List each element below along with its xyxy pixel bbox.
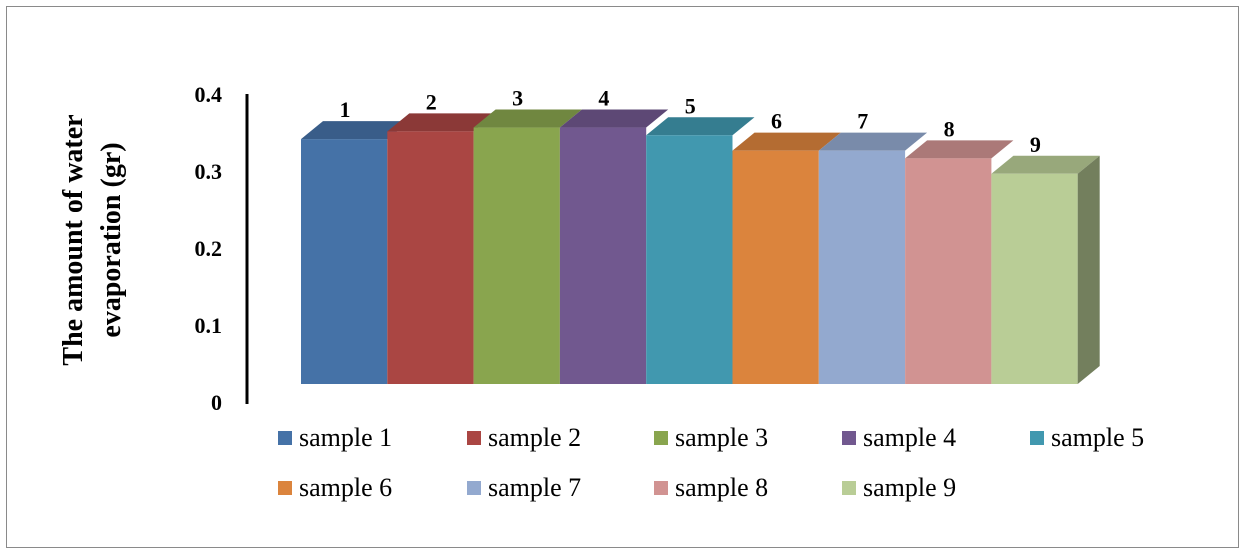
bar-top-face [387,113,496,132]
bar-4 [559,109,669,385]
legend-swatch [654,481,668,495]
bar-front-face [732,150,819,384]
bar-9 [991,155,1100,384]
y-axis-label: The amount of water evaporation (gr) [58,114,127,365]
legend-item: sample 7 [467,473,581,502]
legend-label: sample 6 [299,473,392,502]
data-labels: 1 2 3 4 5 6 7 8 9 [340,86,1041,157]
legend-label: sample 5 [1051,423,1144,452]
bar-front-face [301,139,388,384]
bar-front-face [473,127,560,385]
bar-front-face [818,150,906,384]
legend-item: sample 6 [278,473,392,502]
legend-label: sample 1 [299,423,392,452]
bars [301,109,1100,385]
legend-label: sample 8 [675,473,768,502]
legend-item: sample 1 [278,423,392,452]
bar-top-face [732,132,841,151]
legend-label: sample 4 [863,423,956,452]
bar-top-face [818,132,928,151]
y-axis-title-line: The amount of water [58,114,89,365]
legend-item: sample 2 [467,423,581,452]
y-tick-label: 0.4 [195,82,223,107]
y-axis-title-line: evaporation (gr) [96,142,127,337]
bar-front-face [991,173,1078,384]
bar-5 [646,117,755,384]
bar-top-face [559,109,669,128]
legend-item: sample 3 [654,423,768,452]
data-label: 4 [598,86,609,111]
legend-item: sample 8 [654,473,768,502]
y-tick-label: 0.1 [195,313,223,338]
data-label: 3 [512,86,523,111]
legend-label: sample 2 [488,423,581,452]
data-label: 5 [685,93,696,118]
legend-swatch [467,431,481,445]
bar-top-face [301,121,410,140]
bar-6 [732,132,841,384]
bar-front-face [646,135,733,384]
y-axis: 0 0.1 0.2 0.3 0.4 [195,82,249,415]
data-label: 6 [771,109,782,134]
bar-top-face [646,117,755,136]
data-label: 7 [857,109,868,134]
data-label: 2 [426,89,437,114]
bar-1 [301,121,410,384]
legend-label: sample 3 [675,423,768,452]
bar-2 [387,113,496,384]
legend-swatch [842,481,856,495]
bar-7 [818,132,928,384]
legend-item: sample 9 [842,473,956,502]
bar-top-face [991,155,1100,174]
legend-swatch [1030,431,1044,445]
y-tick-label: 0.3 [195,159,223,184]
legend: sample 1 sample 2 sample 3 sample 4 sample 5… [278,423,1144,502]
data-label: 1 [340,97,351,122]
legend-swatch [467,481,481,495]
data-label: 9 [1030,132,1041,157]
bar-3 [473,109,582,385]
legend-swatch [278,431,292,445]
bar-top-face [905,140,1014,159]
legend-item: sample 4 [842,423,956,452]
bar-front-face [559,127,647,385]
legend-item: sample 5 [1030,423,1144,452]
bar-front-face [905,158,992,384]
bar-top-face [473,109,582,128]
data-label: 8 [944,116,955,141]
legend-label: sample 9 [863,473,956,502]
legend-swatch [278,481,292,495]
legend-swatch [842,431,856,445]
y-tick-label: 0.2 [195,236,223,261]
bar-8 [905,140,1014,384]
bar-front-face [387,131,474,384]
legend-swatch [654,431,668,445]
y-tick-label: 0 [211,390,222,415]
legend-label: sample 7 [488,473,581,502]
bar-side-face [1077,155,1100,384]
